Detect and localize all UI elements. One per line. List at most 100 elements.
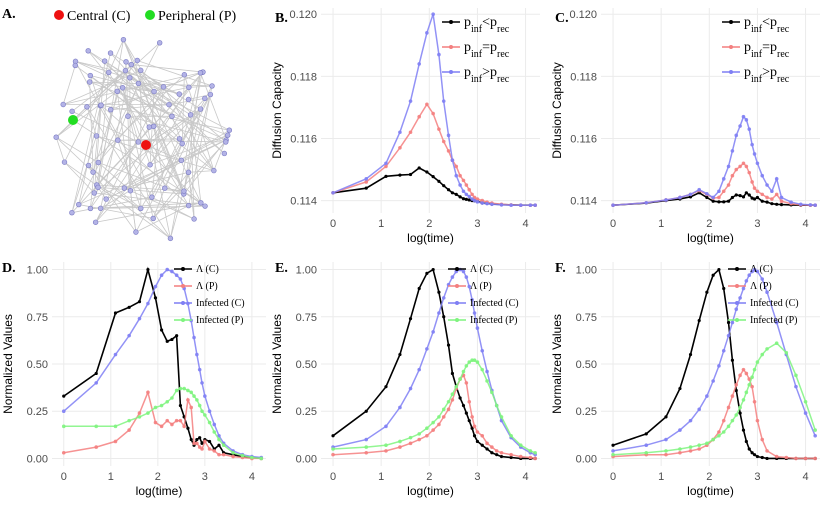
x-tick-label: 1 xyxy=(658,471,664,483)
network-node xyxy=(90,169,96,175)
network-node xyxy=(176,91,182,97)
x-tick-label: 4 xyxy=(522,218,528,230)
data-point xyxy=(688,418,693,423)
data-point xyxy=(490,390,494,395)
data-point xyxy=(464,192,469,197)
data-point xyxy=(441,407,446,412)
data-point xyxy=(774,341,779,346)
data-point xyxy=(200,409,204,414)
network-node xyxy=(178,157,185,164)
data-point xyxy=(711,273,715,277)
legend-swatch-dot xyxy=(735,267,739,271)
legend-label: Λ (P) xyxy=(196,281,218,292)
legend-swatch-dot xyxy=(455,318,459,322)
legend-label: pinf>prec xyxy=(744,65,790,85)
data-point xyxy=(509,452,513,457)
data-point xyxy=(688,192,693,197)
network-node xyxy=(149,194,155,200)
data-point xyxy=(678,447,682,451)
data-point xyxy=(431,12,435,17)
data-point xyxy=(221,443,226,448)
data-point xyxy=(442,184,446,188)
data-point xyxy=(437,290,441,294)
data-point xyxy=(485,379,489,383)
data-point xyxy=(499,415,504,419)
data-point xyxy=(384,449,388,453)
data-point xyxy=(664,449,668,453)
x-tick-label: 3 xyxy=(474,471,480,483)
network-node xyxy=(202,95,208,102)
network-edge xyxy=(123,39,202,203)
data-point xyxy=(499,454,504,459)
data-point xyxy=(467,194,472,199)
network-node xyxy=(150,215,156,222)
data-point xyxy=(741,114,746,119)
panel-letter-e: E. xyxy=(275,261,288,276)
data-point xyxy=(755,269,760,274)
data-point xyxy=(688,445,693,449)
data-point xyxy=(398,352,402,357)
data-point xyxy=(705,441,709,446)
data-point xyxy=(697,407,701,412)
data-point xyxy=(450,371,454,376)
network-node xyxy=(160,84,167,90)
network-node xyxy=(156,40,163,46)
data-point xyxy=(113,424,118,429)
data-point xyxy=(186,426,190,430)
data-point xyxy=(711,199,715,203)
data-point xyxy=(159,403,164,408)
network-node xyxy=(185,96,192,103)
data-point xyxy=(159,424,164,429)
data-point xyxy=(221,452,226,457)
data-point xyxy=(61,424,66,429)
data-point xyxy=(431,267,435,272)
network-node xyxy=(60,101,66,108)
data-point xyxy=(475,430,480,434)
data-point xyxy=(765,195,769,200)
network-node xyxy=(186,84,192,91)
data-point xyxy=(212,430,217,434)
data-point xyxy=(765,290,769,295)
network-edge xyxy=(55,136,99,163)
panel-letter-b: B. xyxy=(275,11,288,26)
data-point xyxy=(813,428,817,432)
legend-swatch-dot xyxy=(729,20,733,24)
network-node xyxy=(95,159,101,166)
legend-label: pinf=prec xyxy=(464,40,510,60)
y-axis-title: Normalized Values xyxy=(550,314,564,414)
data-point xyxy=(750,375,754,380)
data-point xyxy=(461,369,466,374)
data-point xyxy=(431,111,435,116)
x-axis-title: log(time) xyxy=(687,484,734,498)
data-point xyxy=(480,201,485,205)
data-point xyxy=(480,348,485,353)
data-point xyxy=(480,433,485,438)
data-point xyxy=(752,399,757,404)
legend-label: Λ (C) xyxy=(196,264,219,275)
network-node xyxy=(87,205,94,212)
network-edge xyxy=(145,144,182,161)
data-point xyxy=(61,450,66,455)
data-point xyxy=(752,186,757,190)
network-edge xyxy=(86,106,97,137)
data-point xyxy=(458,183,462,187)
x-tick-label: 0 xyxy=(330,471,336,483)
data-point xyxy=(726,183,731,187)
data-point xyxy=(165,418,170,423)
data-point xyxy=(137,411,142,415)
x-tick-label: 4 xyxy=(802,471,808,483)
data-point xyxy=(717,195,721,200)
network-edge xyxy=(89,81,94,173)
data-point xyxy=(408,435,413,440)
data-point xyxy=(760,352,765,357)
data-point xyxy=(398,130,402,135)
data-point xyxy=(678,450,682,455)
network-edge xyxy=(100,104,147,146)
data-point xyxy=(528,455,533,460)
network-node xyxy=(119,85,126,91)
series-line xyxy=(332,13,536,206)
data-point xyxy=(454,192,458,196)
data-point xyxy=(730,394,735,398)
data-point xyxy=(664,415,668,419)
